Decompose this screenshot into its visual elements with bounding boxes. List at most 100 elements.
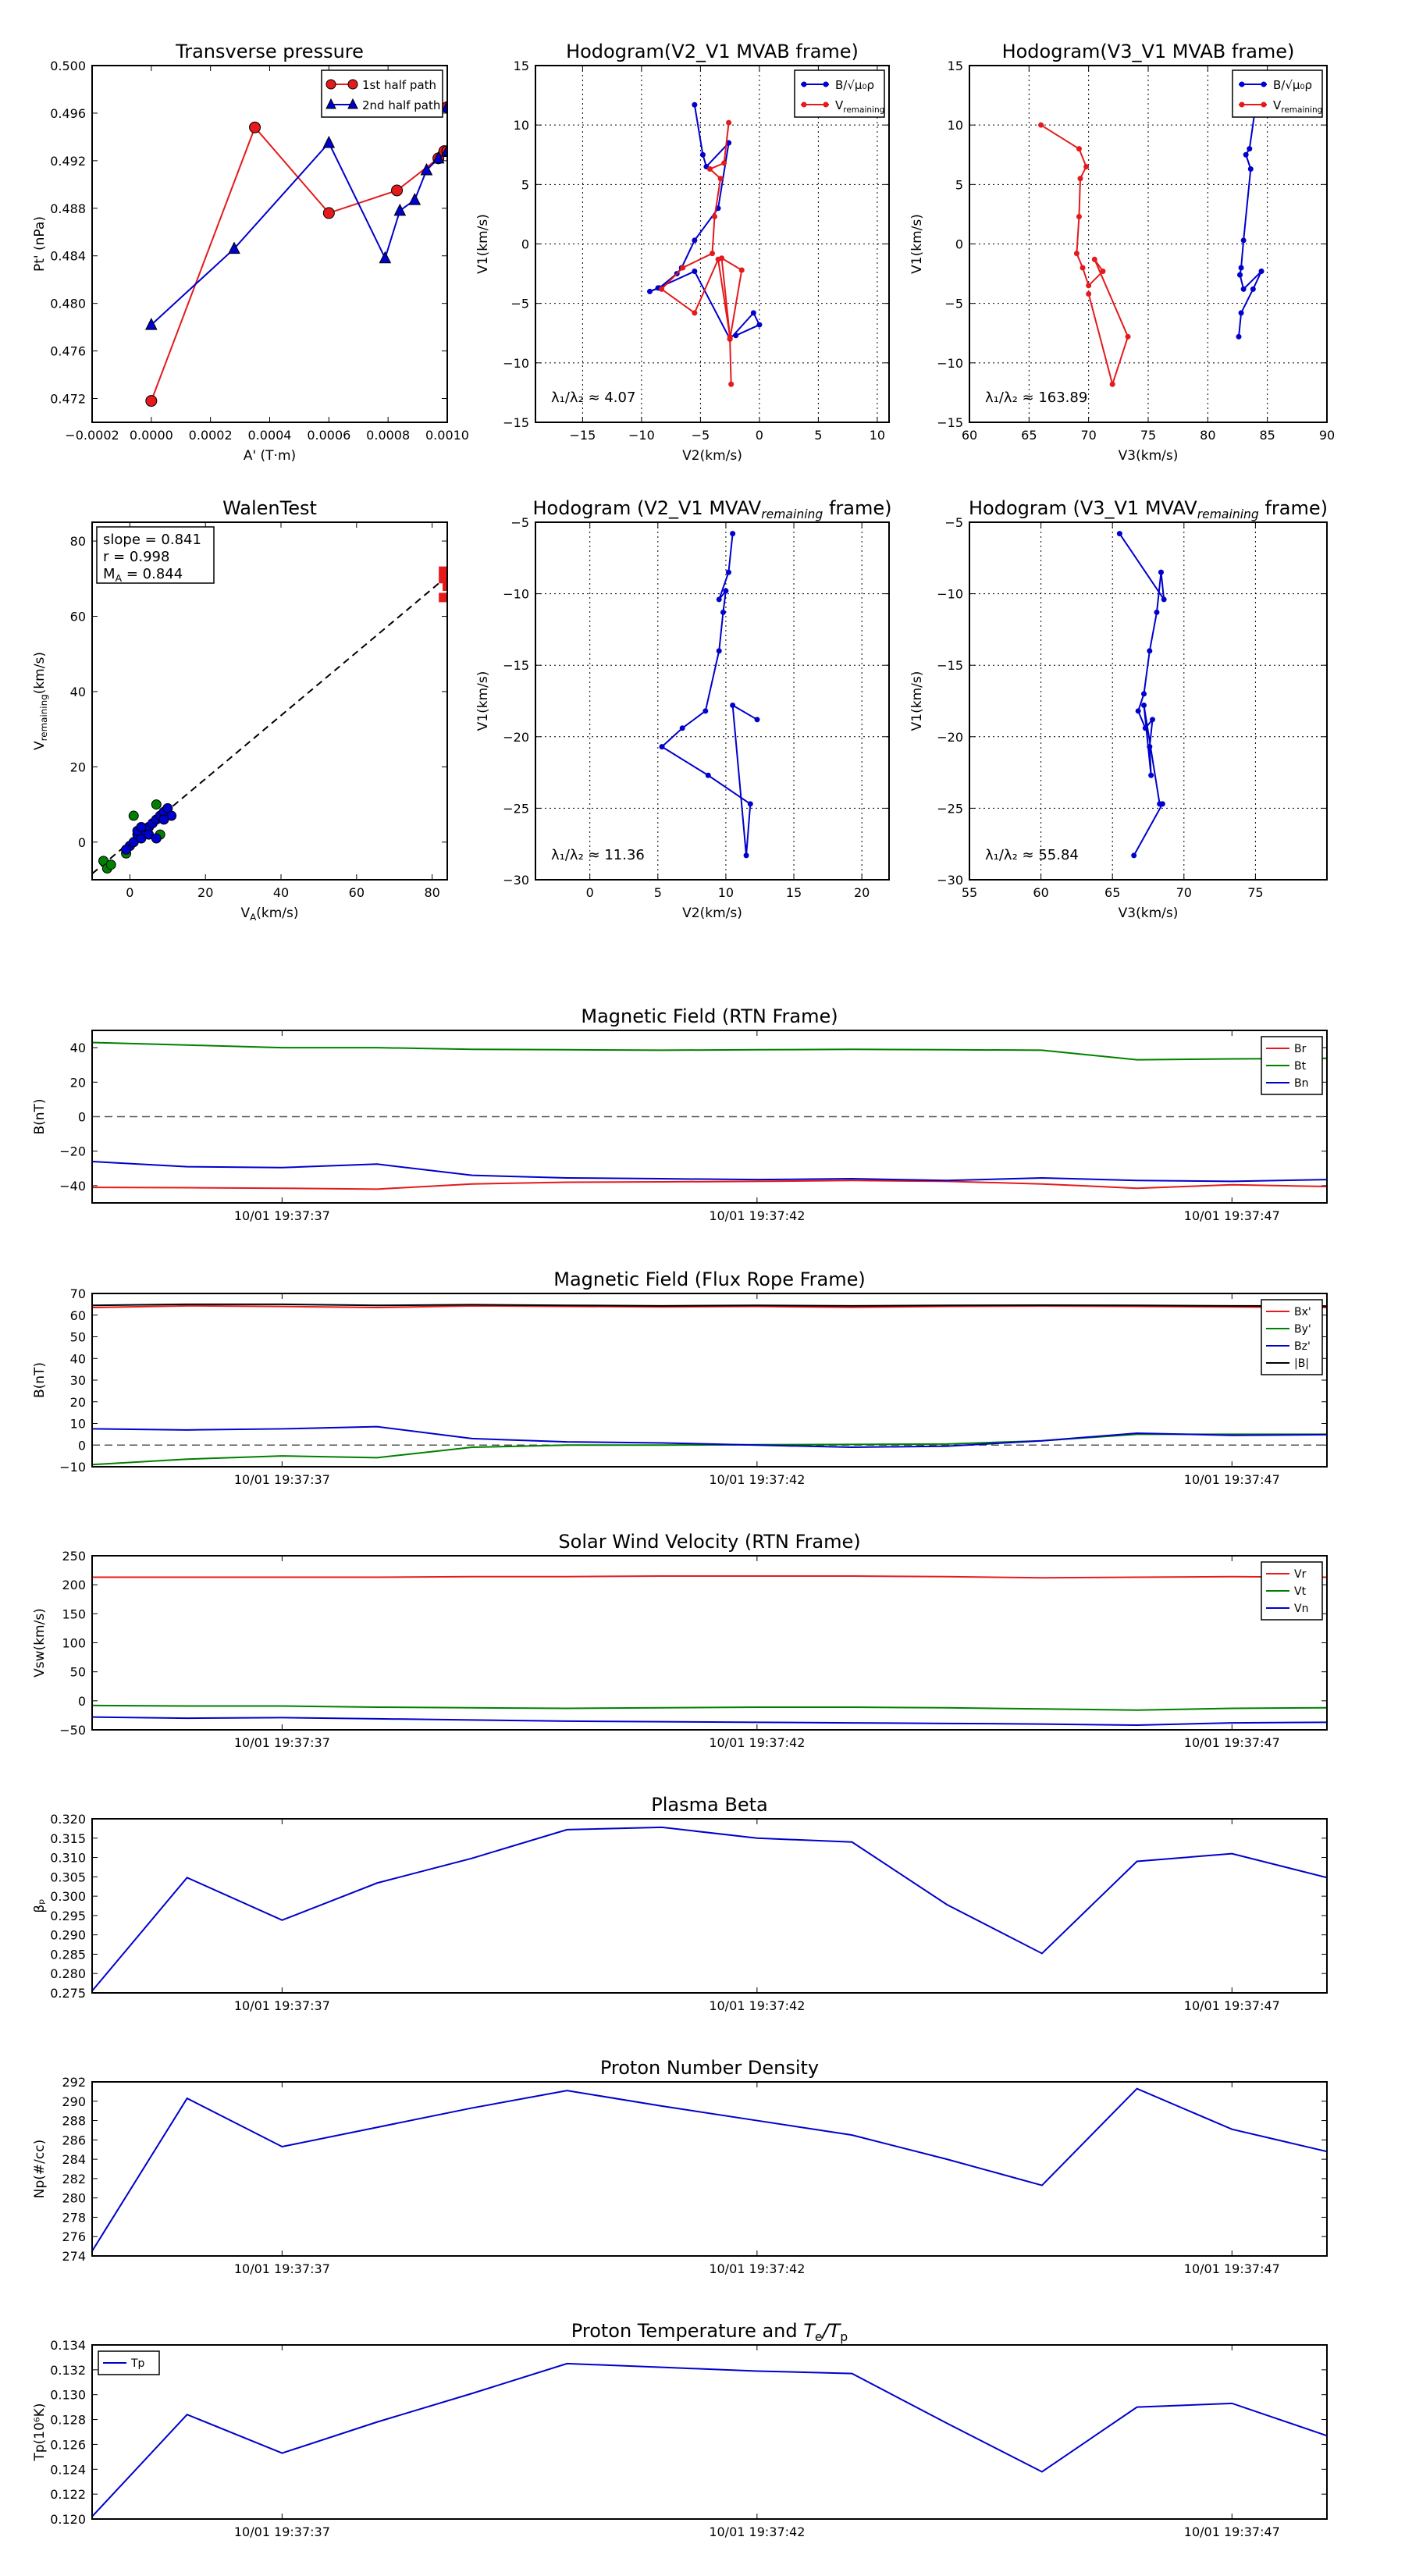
legend-marker (823, 101, 829, 108)
x-tick-label: 10 (718, 885, 734, 900)
y-tick-label: 286 (62, 2133, 86, 2147)
y-tick-label: −5 (944, 515, 963, 530)
data-point (717, 176, 724, 182)
data-point (432, 151, 445, 164)
x-tick-label: 0 (756, 428, 763, 443)
data-point (1158, 569, 1164, 575)
x-tick-label: 0.0004 (248, 428, 292, 443)
y-tick-label: 200 (62, 1578, 86, 1592)
data-point (692, 269, 698, 275)
chart-h2: Hodogram(V3_V1 MVAB frame) 60 65 70 75 80 85 90… (909, 41, 1335, 464)
plot-frame (91, 1293, 1328, 1468)
y-axis-label: βₚ (32, 1898, 48, 1912)
y-tick-label: 0 (78, 1110, 86, 1125)
x-tick-label: 10/01 19:37:42 (709, 1998, 805, 2013)
data-point (659, 286, 665, 292)
series-vr-line (92, 1575, 1328, 1579)
plot-area (92, 566, 447, 875)
y-tick-label: 0.124 (50, 2462, 86, 2477)
data-point (1141, 702, 1147, 708)
data-point (379, 251, 392, 264)
x-tick-label: −5 (692, 428, 710, 443)
legend-marker (325, 98, 336, 109)
data-point (754, 717, 760, 723)
series-beta-line (91, 1826, 1328, 1992)
data-point (720, 609, 726, 615)
data-point (105, 859, 116, 870)
x-tick-label: 10/01 19:37:42 (709, 2261, 805, 2276)
data-point (1247, 146, 1253, 152)
x-axis-label: V3(km/s) (1119, 448, 1179, 464)
data-point (136, 822, 147, 833)
legend-label: 1st half path (362, 78, 436, 92)
y-axis-label: Vsw(km/s) (32, 1608, 48, 1678)
x-tick-label: 85 (1259, 428, 1275, 443)
data-point (692, 237, 698, 244)
data-point (692, 310, 698, 316)
x-tick-label: 15 (786, 885, 802, 900)
y-tick-label: 0.128 (50, 2413, 86, 2428)
data-point (721, 160, 727, 166)
legend-marker (801, 101, 807, 108)
chart-title: Proton Temperature and Te/Tp (571, 2320, 848, 2344)
y-tick-label: 0.492 (50, 154, 86, 169)
y-tick-label: 282 (62, 2172, 86, 2186)
y-tick-label: 0 (78, 1438, 86, 1453)
data-point (1247, 166, 1254, 173)
y-tick-label: 290 (62, 2094, 86, 2109)
x-tick-label: 10/01 19:37:42 (709, 2524, 805, 2539)
y-tick-label: 40 (70, 685, 86, 699)
plot-frame (91, 2344, 1328, 2520)
y-tick-label: 250 (62, 1549, 86, 1564)
chart-tp: Transverse pressure −0.0002 0.0000 0.0002 0.… (32, 41, 469, 464)
y-tick-label: 20 (70, 1395, 86, 1410)
data-point (408, 193, 422, 205)
y-tick-label: 0 (78, 835, 86, 850)
chart-title: Transverse pressure (175, 41, 364, 62)
y-tick-label: 10 (948, 118, 963, 133)
x-axis-label: VA(km/s) (240, 906, 298, 923)
chart-ts4: Plasma Beta 0.275 0.280 0.285 0.290 0.295 0.30… (32, 1794, 1328, 2013)
series-b--line (1238, 107, 1262, 337)
y-tick-label: −15 (937, 658, 963, 673)
plot-frame (91, 1818, 1328, 1994)
plot-area (1116, 531, 1167, 859)
data-point (1258, 269, 1264, 275)
x-tick-label: 5 (814, 428, 822, 443)
y-tick-label: −10 (503, 356, 529, 371)
x-tick-label: 75 (1140, 428, 1156, 443)
data-point (391, 184, 404, 197)
plot-frame (91, 65, 448, 423)
x-tick-label: 10/01 19:37:42 (709, 1472, 805, 1487)
data-point (158, 814, 169, 825)
data-point (145, 317, 158, 330)
data-point (730, 702, 736, 708)
x-tick-label: 10/01 19:37:37 (234, 1208, 330, 1223)
x-tick-label: 0.0008 (366, 428, 410, 443)
data-point (1147, 648, 1153, 654)
chart-title: Proton Number Density (600, 2057, 819, 2079)
y-tick-label: −10 (59, 1460, 86, 1475)
plot-frame (535, 521, 890, 881)
data-point (1148, 772, 1154, 778)
x-tick-label: 10/01 19:37:47 (1184, 1208, 1280, 1223)
y-tick-label: 50 (70, 1665, 86, 1680)
legend-marker (347, 98, 358, 109)
data-point (719, 255, 725, 262)
data-point (151, 833, 162, 844)
data-point (1073, 251, 1080, 257)
x-tick-label: 60 (349, 885, 365, 900)
annotation-text: λ₁/λ₂ ≈ 55.84 (985, 847, 1079, 863)
plot-frame (91, 1030, 1328, 1204)
data-point (393, 203, 407, 216)
data-point (322, 135, 336, 148)
y-tick-label: 150 (62, 1606, 86, 1621)
x-tick-label: 55 (962, 885, 977, 900)
x-tick-label: 0 (586, 885, 594, 900)
y-tick-label: 0.290 (50, 1928, 86, 1943)
legend-label: Bn (1294, 1077, 1308, 1090)
chart-title: Magnetic Field (Flux Rope Frame) (553, 1268, 865, 1290)
series-bz--line (91, 1425, 1328, 1449)
series-br-line (91, 1179, 1328, 1190)
y-tick-label: 20 (70, 760, 86, 774)
